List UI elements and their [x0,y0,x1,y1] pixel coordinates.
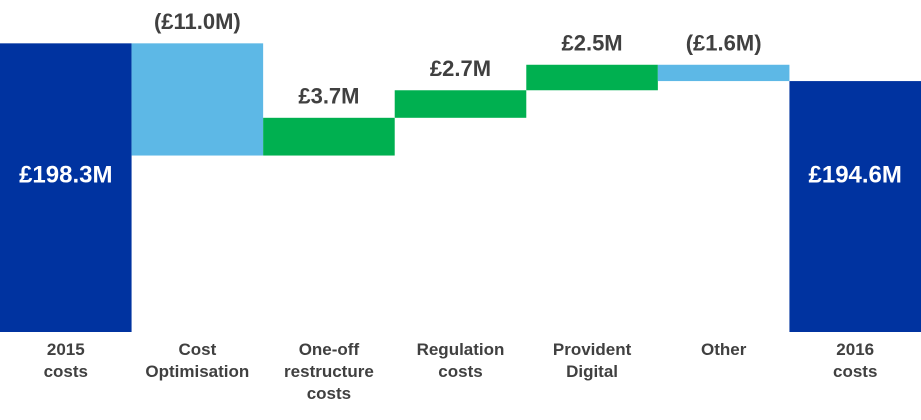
category-label: One-off restructure costs [284,340,374,403]
bar [394,90,527,118]
category-label: Regulation costs [416,340,505,381]
category-label: Provident Digital [552,340,632,381]
category-label: 2015 costs [43,340,88,381]
value-label: £3.7M [298,84,359,109]
bar [0,43,132,333]
value-label: £2.5M [561,31,622,56]
value-label: £198.3M [19,161,112,188]
bar [131,43,264,156]
category-label: Other [700,340,747,359]
bar [657,64,790,82]
category-label: Cost Optimisation [145,340,250,381]
value-label: (£11.0M) [154,9,241,34]
category-label: 2016 costs [833,340,878,381]
bar [789,81,921,332]
value-label: (£1.6M) [686,31,762,56]
bar [526,64,658,91]
value-label: £194.6M [809,161,902,188]
bar [263,117,395,156]
value-label: £2.7M [430,56,491,81]
